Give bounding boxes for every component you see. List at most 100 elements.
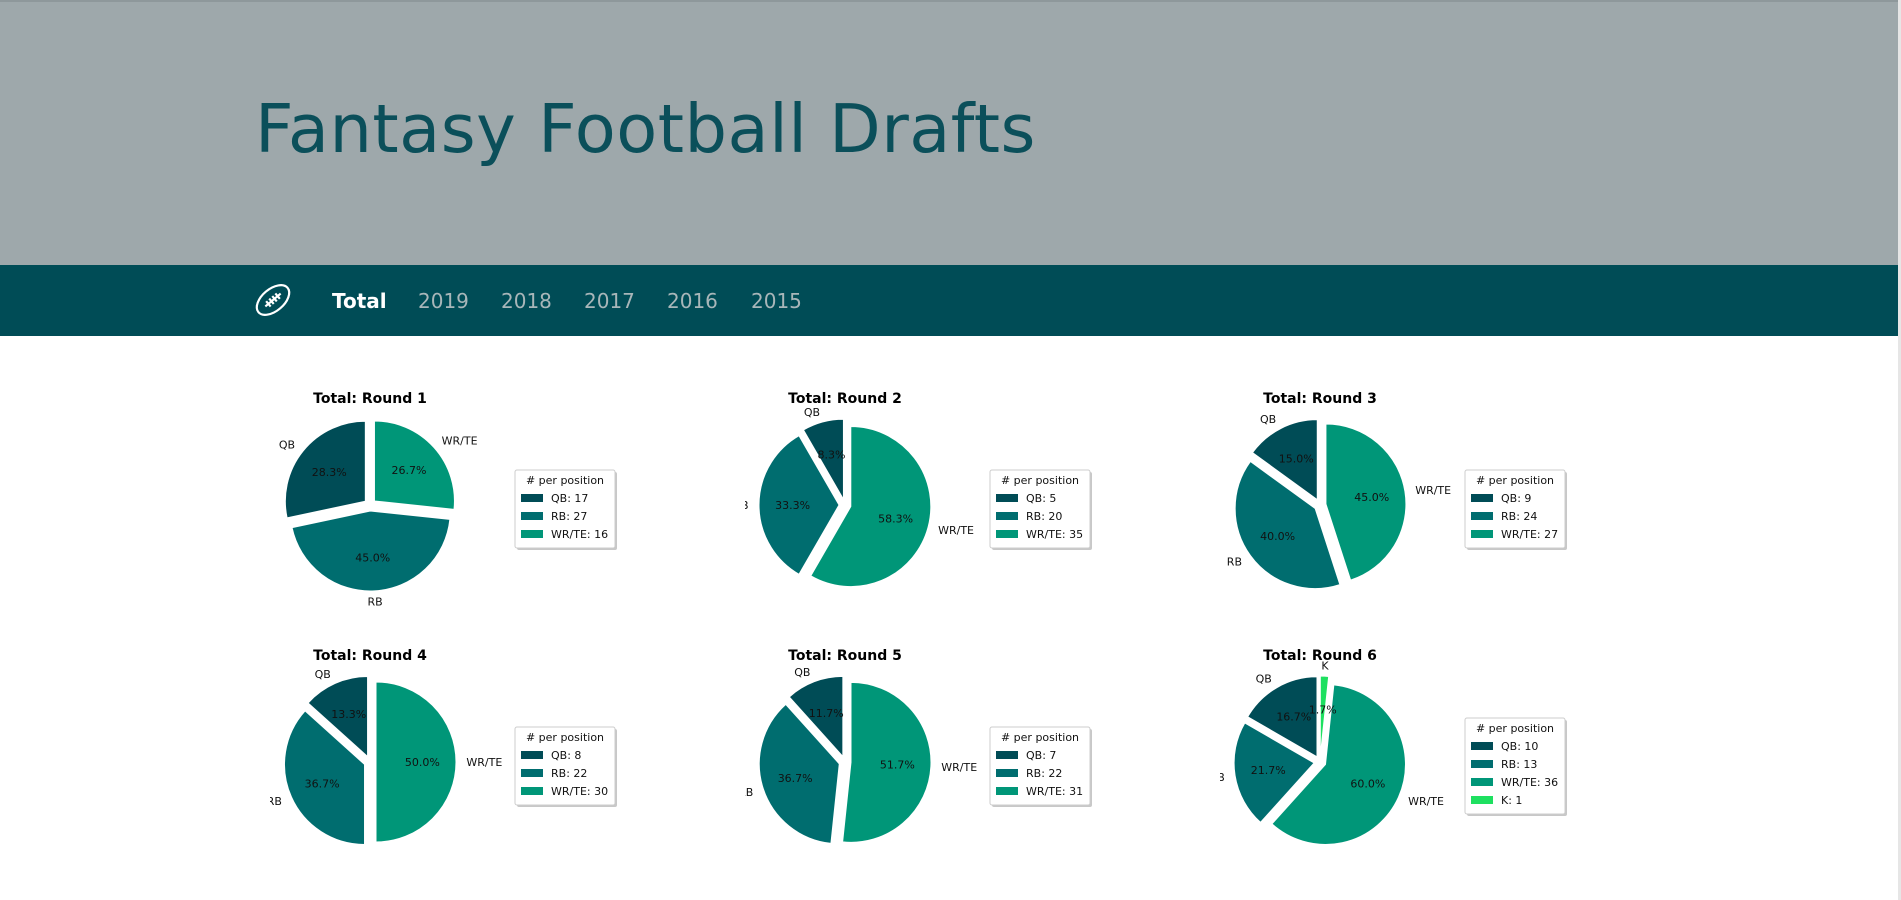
legend-swatch <box>521 769 543 777</box>
pie-chart-round-2: Total: Round 2 8.3% QB 33.3% RB 58.3% WR/TE # p… <box>745 375 1185 620</box>
pie-svg: Total: Round 2 8.3% QB 33.3% RB 58.3% WR/TE # p… <box>745 391 1092 588</box>
pie-slice-wr-te <box>810 426 932 588</box>
legend-swatch <box>1471 512 1493 520</box>
nav-item-2015[interactable]: 2015 <box>751 289 802 313</box>
slice-name-label: QB <box>1260 413 1276 426</box>
legend-entry: WR/TE: 35 <box>1026 528 1083 541</box>
slice-percent-label: 36.7% <box>305 777 340 790</box>
slice-percent-label: 36.7% <box>778 772 813 785</box>
legend-entry: QB: 9 <box>1501 492 1531 505</box>
pie-chart-round-1: Total: Round 1 28.3% QB 45.0% RB 26.7% WR/TE # … <box>270 375 710 620</box>
pie-chart-round-6: Total: Round 6 16.7% QB 21.7% RB 60.0% WR/TE 1.… <box>1220 632 1660 877</box>
chart-title: Total: Round 6 <box>1263 648 1377 664</box>
slice-name-label: WR/TE <box>466 756 502 769</box>
slice-name-label: QB <box>1256 673 1272 686</box>
legend-entry: QB: 17 <box>551 492 588 505</box>
slice-percent-label: 8.3% <box>817 448 845 461</box>
pie-svg: Total: Round 5 11.7% QB 36.7% RB 51.7% WR/TE # … <box>745 648 1092 844</box>
legend-swatch <box>996 769 1018 777</box>
pie-svg: Total: Round 6 16.7% QB 21.7% RB 60.0% WR/TE 1.… <box>1220 648 1567 845</box>
legend-entry: QB: 5 <box>1026 492 1056 505</box>
football-icon[interactable] <box>252 279 294 321</box>
nav-item-2016[interactable]: 2016 <box>667 289 718 313</box>
slice-percent-label: 28.3% <box>312 466 347 479</box>
pie-slice-qb <box>307 676 369 758</box>
pie-slice-rb <box>758 435 840 575</box>
legend-entry: RB: 24 <box>1501 510 1537 523</box>
legend-entry: RB: 20 <box>1026 510 1062 523</box>
legend-title: # per position <box>1476 474 1554 487</box>
slice-percent-label: 33.3% <box>775 499 810 512</box>
legend-swatch <box>996 787 1018 795</box>
slice-name-label: QB <box>279 438 295 451</box>
legend-title: # per position <box>1476 722 1554 735</box>
legend-title: # per position <box>526 474 604 487</box>
legend-swatch <box>1471 778 1493 786</box>
chart-legend: # per position QB: 9 RB: 24 WR/TE: 27 <box>1464 469 1567 550</box>
chart-legend: # per position QB: 17 RB: 27 WR/TE: 16 <box>514 469 617 550</box>
pie-svg: Total: Round 3 15.0% QB 40.0% RB 45.0% WR/TE # … <box>1227 391 1567 589</box>
chart-legend: # per position QB: 7 RB: 22 WR/TE: 31 <box>989 726 1092 807</box>
pie-slice-qb <box>1247 676 1318 758</box>
slice-percent-label: 11.7% <box>809 707 844 720</box>
legend-entry: WR/TE: 31 <box>1026 785 1083 798</box>
nav-item-2018[interactable]: 2018 <box>501 289 552 313</box>
nav-item-2019[interactable]: 2019 <box>418 289 469 313</box>
pie-chart-round-5: Total: Round 5 11.7% QB 36.7% RB 51.7% WR/TE # … <box>745 632 1185 877</box>
pie-slice-k <box>1319 675 1330 757</box>
legend-swatch <box>1471 760 1493 768</box>
legend-entry: QB: 8 <box>551 749 581 762</box>
chart-title: Total: Round 2 <box>788 391 902 407</box>
legend-swatch <box>1471 530 1493 538</box>
legend-swatch <box>521 751 543 759</box>
legend-swatch <box>1471 742 1493 750</box>
slice-percent-label: 45.0% <box>355 551 390 564</box>
slice-name-label: RB <box>367 595 382 608</box>
legend-entry: WR/TE: 16 <box>551 528 608 541</box>
legend-entry: QB: 7 <box>1026 749 1056 762</box>
nav-item-total[interactable]: Total <box>332 289 387 313</box>
top-navbar: Total 2019 2018 2017 2016 2015 <box>0 265 1898 336</box>
pie-slice-qb <box>788 675 844 758</box>
slice-name-label: RB <box>1220 771 1225 784</box>
slice-name-label: RB <box>270 795 282 808</box>
chart-legend: # per position QB: 8 RB: 22 WR/TE: 30 <box>514 726 617 807</box>
pie-svg: Total: Round 1 28.3% QB 45.0% RB 26.7% WR/TE # … <box>279 391 617 608</box>
chart-title: Total: Round 1 <box>313 391 427 407</box>
chart-title: Total: Round 4 <box>313 648 427 664</box>
slice-percent-label: 26.7% <box>391 464 426 477</box>
legend-title: # per position <box>1001 474 1079 487</box>
pie-slice-qb <box>802 418 844 502</box>
slice-name-label: WR/TE <box>1408 795 1444 808</box>
legend-swatch <box>521 494 543 502</box>
legend-swatch <box>996 530 1018 538</box>
slice-percent-label: 15.0% <box>1279 452 1314 465</box>
legend-swatch <box>1471 796 1493 804</box>
slice-percent-label: 58.3% <box>878 513 913 526</box>
slice-name-label: WR/TE <box>442 434 478 447</box>
slice-name-label: QB <box>315 668 331 681</box>
slice-name-label: WR/TE <box>938 524 974 537</box>
slice-name-label: QB <box>794 666 810 679</box>
slice-percent-label: 40.0% <box>1260 530 1295 543</box>
legend-swatch <box>996 751 1018 759</box>
legend-entry: RB: 22 <box>551 767 587 780</box>
pie-slice-qb <box>284 420 366 519</box>
chart-title: Total: Round 5 <box>788 648 902 664</box>
legend-swatch <box>996 512 1018 520</box>
pie-slice-rb <box>1233 722 1315 824</box>
nav-item-2017[interactable]: 2017 <box>584 289 635 313</box>
legend-entry: QB: 10 <box>1501 740 1538 753</box>
pie-slice-qb <box>1251 419 1318 501</box>
scrollbar[interactable] <box>1898 0 1901 900</box>
chart-legend: # per position QB: 10 RB: 13 WR/TE: 36 K: 1 <box>1464 717 1567 816</box>
slice-name-label: WR/TE <box>1415 484 1451 497</box>
legend-swatch <box>996 494 1018 502</box>
pie-chart-round-4: Total: Round 4 13.3% QB 36.7% RB 50.0% WR/TE # … <box>270 632 710 877</box>
chart-legend: # per position QB: 5 RB: 20 WR/TE: 35 <box>989 469 1092 550</box>
pie-svg: Total: Round 4 13.3% QB 36.7% RB 50.0% WR/TE # … <box>270 648 617 845</box>
pie-slice-wr-te <box>1271 684 1406 845</box>
slice-percent-label: 60.0% <box>1350 777 1385 790</box>
page-title: Fantasy Football Drafts <box>255 90 1036 168</box>
slice-percent-label: 45.0% <box>1354 491 1389 504</box>
